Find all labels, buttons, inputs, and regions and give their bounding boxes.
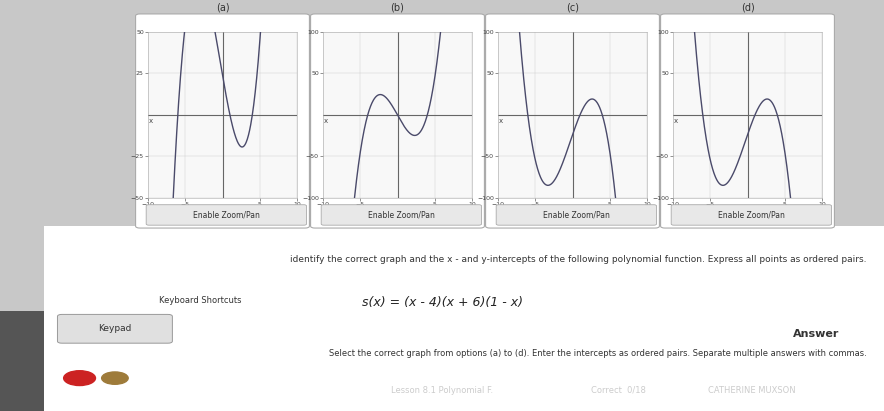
X-axis label: x: x [674,118,678,124]
Text: Enable Zoom/Pan: Enable Zoom/Pan [193,210,260,219]
Text: (d): (d) [741,2,754,12]
Text: Keyboard Shortcuts: Keyboard Shortcuts [159,296,241,305]
Text: Enable Zoom/Pan: Enable Zoom/Pan [543,210,610,219]
X-axis label: x: x [149,118,153,124]
Text: Keypad: Keypad [98,324,132,333]
Text: Correct  0/18: Correct 0/18 [591,386,646,395]
Text: CATHERINE MUXSON: CATHERINE MUXSON [707,386,796,395]
Text: (a): (a) [216,2,229,12]
Text: Lesson 8.1 Polynomial F.: Lesson 8.1 Polynomial F. [391,386,493,395]
Text: s(x) = (x - 4)(x + 6)(1 - x): s(x) = (x - 4)(x + 6)(1 - x) [362,296,522,309]
Text: Answer: Answer [794,329,840,339]
X-axis label: x: x [499,118,503,124]
Text: Enable Zoom/Pan: Enable Zoom/Pan [718,210,785,219]
Text: (c): (c) [566,2,579,12]
Text: Enable Zoom/Pan: Enable Zoom/Pan [368,210,435,219]
X-axis label: x: x [324,118,328,124]
Text: (b): (b) [391,2,405,12]
Text: Select the correct graph from options (a) to (d). Enter the intercepts as ordere: Select the correct graph from options (a… [329,349,866,358]
Text: identify the correct graph and the x - and y-intercepts of the following polynom: identify the correct graph and the x - a… [290,255,866,264]
